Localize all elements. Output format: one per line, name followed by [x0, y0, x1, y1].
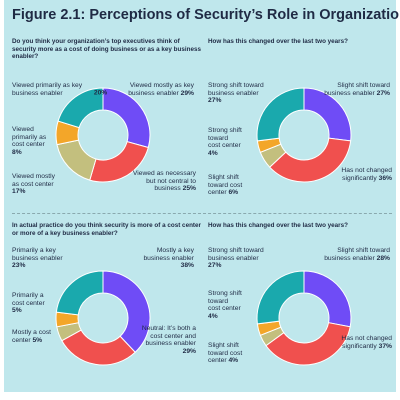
question-actual-practice: In actual practice do you think security… [12, 222, 201, 237]
label-primarily-cost-center: Viewed primarily as cost center 8% [12, 126, 47, 157]
label-primarily-cost-center-2: Primarily a cost center 5% [12, 292, 45, 315]
slice-slight-shift-toward-business-enabler [303, 270, 352, 328]
label-slight-shift-cost-2: Slight shift toward cost center 4% [208, 342, 243, 365]
section-divider [12, 213, 392, 214]
slice-has-not-changed-significantly [265, 322, 351, 366]
label-strong-shift-enabler-1: Strong shift toward business enabler 27% [208, 82, 264, 105]
label-slight-shift-cost-1: Slight shift toward cost center 6% [208, 174, 243, 197]
label-strong-shift-cost-1: Strong shift toward cost center 4% [208, 127, 242, 158]
label-strong-shift-cost-2: Strong shift toward cost center 4% [208, 290, 242, 321]
label-slight-shift-enabler-2: Slight shift toward business enabler 28% [324, 247, 390, 262]
donut-chart-executives [55, 87, 151, 183]
label-mostly-key-enabler: Viewed mostly as key business enabler 29… [128, 82, 194, 97]
label-mostly-key-enabler-2: Mostly a key business enabler 38% [143, 247, 194, 270]
label-mostly-cost-center: Viewed mostly as cost center 17% [12, 173, 55, 196]
slice-primarily-a-key-business-enabler [55, 270, 104, 316]
question-change-2: How has this changed over the last two y… [208, 222, 348, 229]
slice-strong-shift-toward-business-enabler [256, 270, 305, 325]
slice-viewed-primarily-as-key-business-enabler [57, 87, 104, 129]
slice-mostly-a-key-business-enabler [102, 270, 151, 353]
label-not-changed-1: Has not changed significantly 36% [341, 167, 392, 182]
label-mostly-cost-center-2: Mostly a cost center 5% [12, 329, 52, 344]
donut-chart-actual-practice [55, 270, 151, 366]
slice-has-not-changed-significantly [269, 137, 352, 183]
label-strong-shift-enabler-2: Strong shift toward business enabler 27% [208, 247, 264, 270]
donut-chart-change-2 [256, 270, 352, 366]
label-slight-shift-enabler-1: Slight shift toward business enabler 27% [324, 82, 390, 97]
donut-chart-change-1 [256, 87, 352, 183]
slice-viewed-mostly-as-cost-center [56, 139, 97, 181]
question-executives: Do you think your organization’s top exe… [12, 38, 201, 61]
label-not-changed-2: Has not changed significantly 37% [341, 335, 392, 350]
label-neutral: Neutral: It’s both a cost center and bus… [141, 325, 196, 356]
slice-strong-shift-toward-business-enabler [256, 87, 305, 142]
question-change-1: How has this changed over the last two y… [208, 38, 348, 45]
label-primarily-key-enabler-2: Primarily a key business enabler 23% [12, 247, 63, 270]
figure-title: Figure 2.1: Perceptions of Security’s Ro… [12, 7, 400, 23]
label-primarily-key-enabler: Viewed primarily as key business enabler… [12, 82, 108, 97]
label-necessary-not-central: Viewed as necessary but not central to b… [132, 170, 196, 193]
